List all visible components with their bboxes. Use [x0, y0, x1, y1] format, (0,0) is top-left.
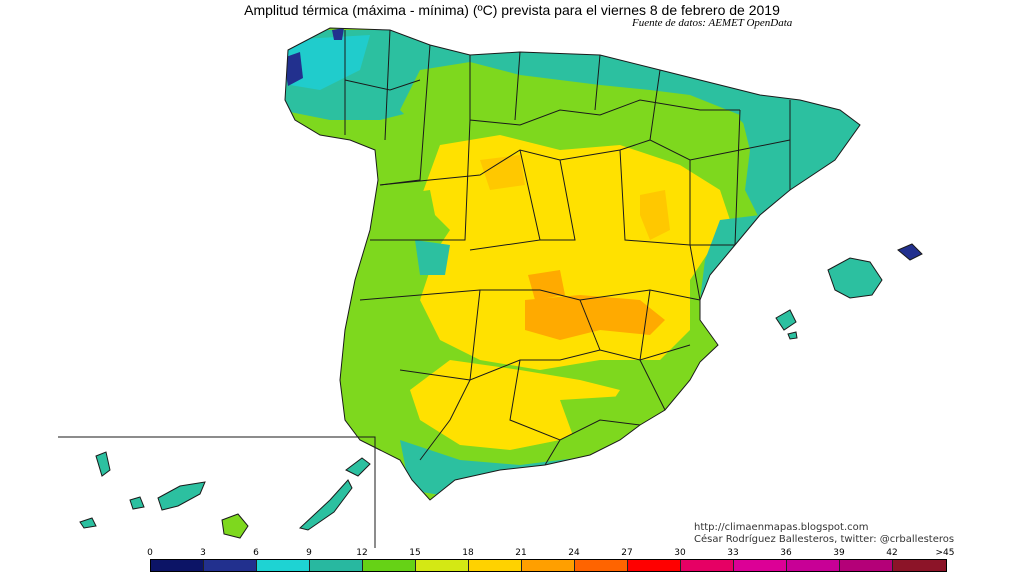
- legend-tick-label: 36: [780, 548, 792, 558]
- island-mallorca: [827, 257, 883, 299]
- zone-green-south: [560, 380, 690, 455]
- zone-orange-toledo: [528, 270, 565, 300]
- legend-tick-label: 9: [306, 548, 312, 558]
- legend-tick-label: 42: [886, 548, 898, 558]
- credits: http://climaenmapas.blogspot.com César R…: [694, 522, 954, 546]
- legend-swatch: [151, 560, 204, 571]
- legend-tick-label: >45: [935, 548, 955, 558]
- island-fuerteventura: [298, 479, 353, 531]
- legend-swatch: [734, 560, 787, 571]
- island-formentera: [787, 331, 798, 340]
- legend-tick-label: 6: [253, 548, 259, 558]
- map-title: Amplitud térmica (máxima - mínima) (ºC) …: [244, 2, 780, 18]
- zone-green-west: [350, 190, 440, 350]
- legend-tick-label: 0: [147, 548, 153, 558]
- zone-north-cyan: [285, 35, 370, 90]
- province-boundaries: [344, 29, 791, 466]
- zone-northeast-teal: [740, 110, 860, 220]
- legend-swatch: [257, 560, 310, 571]
- island-el-hierro: [79, 517, 97, 529]
- inset-frame: [58, 436, 376, 548]
- island-menorca: [897, 243, 923, 261]
- island-gran-canaria: [221, 513, 249, 539]
- island-la-palma: [95, 451, 111, 477]
- legend-swatch: [310, 560, 363, 571]
- zone-orange-la-mancha: [525, 295, 665, 340]
- legend-swatch: [204, 560, 257, 571]
- legend-tick-label: 27: [621, 548, 633, 558]
- author-credit: César Rodríguez Ballesteros, twitter: @c…: [694, 534, 955, 545]
- peninsula: [284, 27, 861, 501]
- island-ibiza: [775, 309, 797, 331]
- island-tenerife: [157, 481, 206, 511]
- legend-swatch: [416, 560, 469, 571]
- legend-swatch: [787, 560, 840, 571]
- legend-tick-label: 21: [515, 548, 527, 558]
- legend-swatch: [522, 560, 575, 571]
- legend-swatch: [681, 560, 734, 571]
- legend-tick-label: 18: [462, 548, 474, 558]
- zone-orange-duero: [480, 155, 525, 190]
- legend-swatch: [363, 560, 416, 571]
- data-source: Fuente de datos: AEMET OpenData: [632, 17, 793, 29]
- legend-swatch: [469, 560, 522, 571]
- island-lanzarote: [345, 457, 371, 477]
- legend-swatch: [893, 560, 946, 571]
- blog-url: http://climaenmapas.blogspot.com: [694, 522, 869, 533]
- legend-tick-label: 12: [356, 548, 368, 558]
- legend-swatch: [575, 560, 628, 571]
- zone-teal-extremadura: [415, 240, 450, 275]
- balearic-islands: [775, 243, 923, 340]
- legend-tick-label: 24: [568, 548, 580, 558]
- legend-swatch: [628, 560, 681, 571]
- peninsula-outline: [284, 27, 861, 501]
- zone-south-yellow: [410, 360, 620, 450]
- legend-tick-label: 33: [727, 548, 739, 558]
- legend-tick-label: 30: [674, 548, 686, 558]
- canary-inset: [58, 436, 376, 548]
- zone-galicia-navy: [285, 52, 303, 86]
- legend-tick-label: 39: [833, 548, 845, 558]
- zone-galicia-navy-small: [332, 28, 344, 40]
- legend-tick-label: 15: [409, 548, 421, 558]
- legend-swatch: [840, 560, 893, 571]
- legend-tick-label: 3: [200, 548, 206, 558]
- island-la-gomera: [129, 496, 145, 510]
- color-legend: [150, 559, 947, 572]
- zone-orange-aragon: [640, 190, 670, 240]
